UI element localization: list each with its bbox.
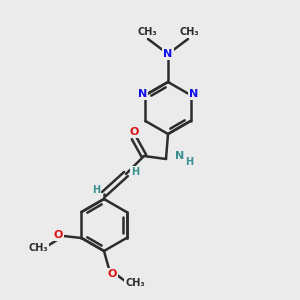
Text: N: N [176,151,184,161]
Text: O: O [54,230,63,240]
Text: H: H [92,185,100,195]
Text: CH₃: CH₃ [29,243,48,253]
Text: N: N [138,89,147,99]
Text: O: O [107,269,117,279]
Text: CH₃: CH₃ [125,278,145,288]
Text: O: O [129,127,139,137]
Text: CH₃: CH₃ [137,27,157,37]
Text: H: H [185,157,193,167]
Text: H: H [131,167,139,177]
Text: N: N [164,49,172,59]
Text: N: N [189,89,198,99]
Text: CH₃: CH₃ [179,27,199,37]
